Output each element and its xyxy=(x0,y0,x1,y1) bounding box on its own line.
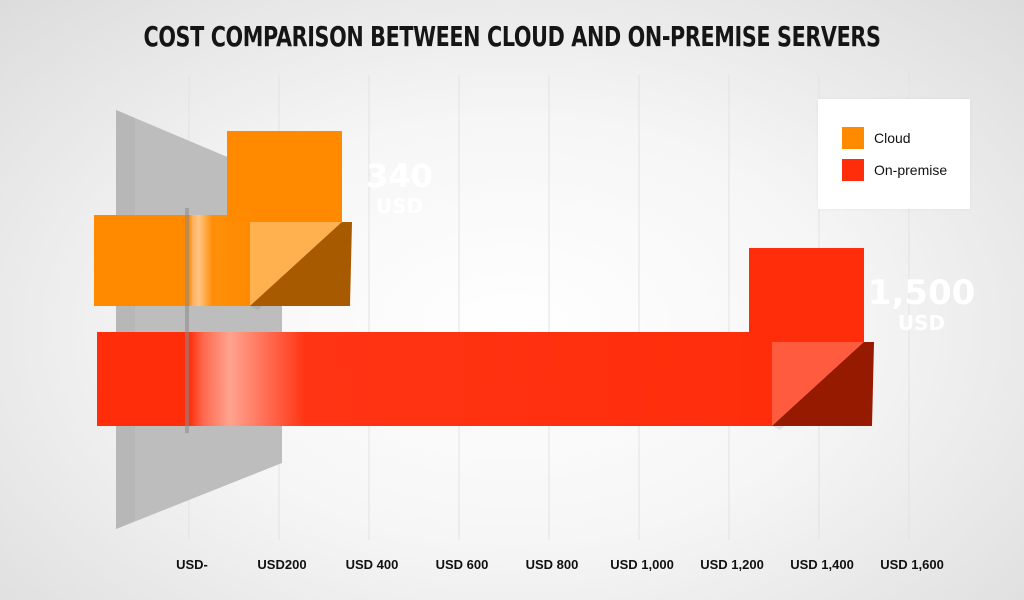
x-tick-label: USD 400 xyxy=(346,557,399,572)
bar-unit-label-on-premise: USD xyxy=(898,311,945,335)
bar-value-label-on-premise: 1,500 xyxy=(868,273,976,313)
bar-stub-cloud xyxy=(94,215,189,306)
x-tick-label: USD 600 xyxy=(436,557,489,572)
bar-stub-on-premise xyxy=(97,332,189,426)
legend: Cloud On-premise xyxy=(818,99,970,209)
bar-unit-label-cloud: USD xyxy=(376,194,423,218)
legend-label-cloud: Cloud xyxy=(874,130,911,146)
bar-body-on-premise xyxy=(189,332,772,426)
bar-side-dark-on-premise xyxy=(772,342,874,426)
bar-body-cloud xyxy=(189,215,250,306)
x-tick-label: USD200 xyxy=(257,557,306,572)
bar-value-label-cloud: 340 xyxy=(366,157,433,195)
legend-label-on-premise: On-premise xyxy=(874,162,948,178)
legend-item-cloud: Cloud xyxy=(842,127,911,149)
x-tick-label: USD 1,600 xyxy=(880,557,944,572)
legend-item-on-premise: On-premise xyxy=(842,159,947,181)
bar-cap-cloud xyxy=(227,131,342,222)
base-wall-edge xyxy=(116,110,135,529)
legend-swatch-on-premise xyxy=(842,159,864,181)
x-tick-label: USD 800 xyxy=(526,557,579,572)
bar-side-dark-cloud xyxy=(250,222,352,306)
x-tick-label: USD- xyxy=(176,557,208,572)
chart-title: COST COMPARISON BETWEEN CLOUD AND ON-PRE… xyxy=(143,20,881,53)
legend-swatch-cloud xyxy=(842,127,864,149)
bar-cap-on-premise xyxy=(749,248,864,342)
wall-groove xyxy=(185,208,189,433)
x-tick-label: USD 1,200 xyxy=(700,557,764,572)
x-tick-label: USD 1,400 xyxy=(790,557,854,572)
x-tick-label: USD 1,000 xyxy=(610,557,674,572)
